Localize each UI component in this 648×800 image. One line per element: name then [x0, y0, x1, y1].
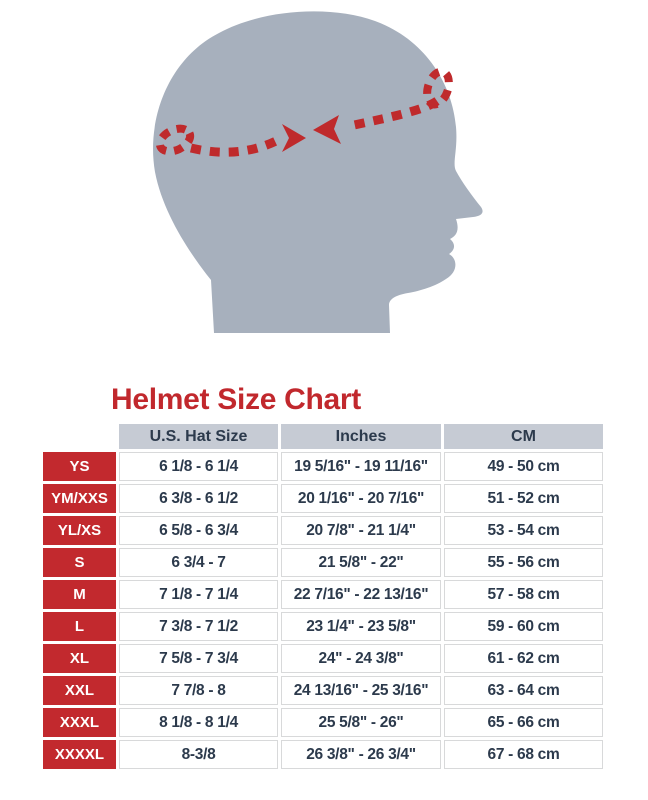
- cm-cell: 51 - 52 cm: [444, 484, 603, 513]
- cm-cell: 59 - 60 cm: [444, 612, 603, 641]
- size-label-cell: XL: [43, 644, 116, 673]
- arrow-left-icon: [313, 115, 341, 144]
- band-lower-strand: [189, 136, 278, 157]
- hat-size-cell: 7 1/8 - 7 1/4: [119, 580, 278, 609]
- table-row: YS 6 1/8 - 6 1/4 19 5/16" - 19 11/16" 49…: [43, 452, 603, 481]
- hat-size-cell: 6 3/8 - 6 1/2: [119, 484, 278, 513]
- cm-cell: 57 - 58 cm: [444, 580, 603, 609]
- hat-size-cell: 6 3/4 - 7: [119, 548, 278, 577]
- table-row: S 6 3/4 - 7 21 5/8" - 22" 55 - 56 cm: [43, 548, 603, 577]
- measuring-tape-band: [155, 67, 453, 157]
- cm-cell: 67 - 68 cm: [444, 740, 603, 769]
- inches-cell: 20 7/8" - 21 1/4": [281, 516, 441, 545]
- inches-cell: 26 3/8" - 26 3/4": [281, 740, 441, 769]
- size-label-cell: YS: [43, 452, 116, 481]
- cm-cell: 65 - 66 cm: [444, 708, 603, 737]
- cm-cell: 63 - 64 cm: [444, 676, 603, 705]
- inches-cell: 24 13/16" - 25 3/16": [281, 676, 441, 705]
- band-left-loop: [155, 124, 195, 156]
- column-header-cm: CM: [444, 424, 603, 449]
- inches-cell: 20 1/16" - 20 7/16": [281, 484, 441, 513]
- cm-cell: 55 - 56 cm: [444, 548, 603, 577]
- table-row: XXXL 8 1/8 - 8 1/4 25 5/8" - 26" 65 - 66…: [43, 708, 603, 737]
- inches-cell: 21 5/8" - 22": [281, 548, 441, 577]
- inches-cell: 23 1/4" - 23 5/8": [281, 612, 441, 641]
- hat-size-cell: 8 1/8 - 8 1/4: [119, 708, 278, 737]
- cm-cell: 61 - 62 cm: [444, 644, 603, 673]
- table-row: M 7 1/8 - 7 1/4 22 7/16" - 22 13/16" 57 …: [43, 580, 603, 609]
- hat-size-cell: 7 7/8 - 8: [119, 676, 278, 705]
- hat-size-cell: 7 5/8 - 7 3/4: [119, 644, 278, 673]
- size-label-cell: XXXXL: [43, 740, 116, 769]
- table-row: L 7 3/8 - 7 1/2 23 1/4" - 23 5/8" 59 - 6…: [43, 612, 603, 641]
- inches-cell: 22 7/16" - 22 13/16": [281, 580, 441, 609]
- column-header-us-hat-size: U.S. Hat Size: [119, 424, 278, 449]
- size-chart-table: U.S. Hat Size Inches CM YS 6 1/8 - 6 1/4…: [40, 421, 606, 772]
- table-row: YM/XXS 6 3/8 - 6 1/2 20 1/16" - 20 7/16"…: [43, 484, 603, 513]
- corner-cell: [43, 424, 116, 449]
- inches-cell: 25 5/8" - 26": [281, 708, 441, 737]
- head-silhouette: [153, 11, 483, 334]
- size-label-cell: S: [43, 548, 116, 577]
- size-label-cell: M: [43, 580, 116, 609]
- arrow-right-icon: [282, 124, 306, 152]
- cm-cell: 53 - 54 cm: [444, 516, 603, 545]
- hat-size-cell: 7 3/8 - 7 1/2: [119, 612, 278, 641]
- size-label-cell: XXXL: [43, 708, 116, 737]
- band-right-loop: [423, 67, 453, 109]
- table-row: XL 7 5/8 - 7 3/4 24" - 24 3/8" 61 - 62 c…: [43, 644, 603, 673]
- cm-cell: 49 - 50 cm: [444, 452, 603, 481]
- size-label-cell: L: [43, 612, 116, 641]
- size-label-cell: XXL: [43, 676, 116, 705]
- page-title: Helmet Size Chart: [111, 383, 361, 416]
- hat-size-cell: 8-3/8: [119, 740, 278, 769]
- column-header-inches: Inches: [281, 424, 441, 449]
- hat-size-cell: 6 5/8 - 6 3/4: [119, 516, 278, 545]
- size-label-cell: YL/XS: [43, 516, 116, 545]
- table-row: YL/XS 6 5/8 - 6 3/4 20 7/8" - 21 1/4" 53…: [43, 516, 603, 545]
- table-row: XXXXL 8-3/8 26 3/8" - 26 3/4" 67 - 68 cm: [43, 740, 603, 769]
- header-row: U.S. Hat Size Inches CM: [43, 424, 603, 449]
- size-label-cell: YM/XXS: [43, 484, 116, 513]
- head-silhouette-figure: [153, 11, 483, 334]
- inches-cell: 24" - 24 3/8": [281, 644, 441, 673]
- hat-size-cell: 6 1/8 - 6 1/4: [119, 452, 278, 481]
- inches-cell: 19 5/16" - 19 11/16": [281, 452, 441, 481]
- table-row: XXL 7 7/8 - 8 24 13/16" - 25 3/16" 63 - …: [43, 676, 603, 705]
